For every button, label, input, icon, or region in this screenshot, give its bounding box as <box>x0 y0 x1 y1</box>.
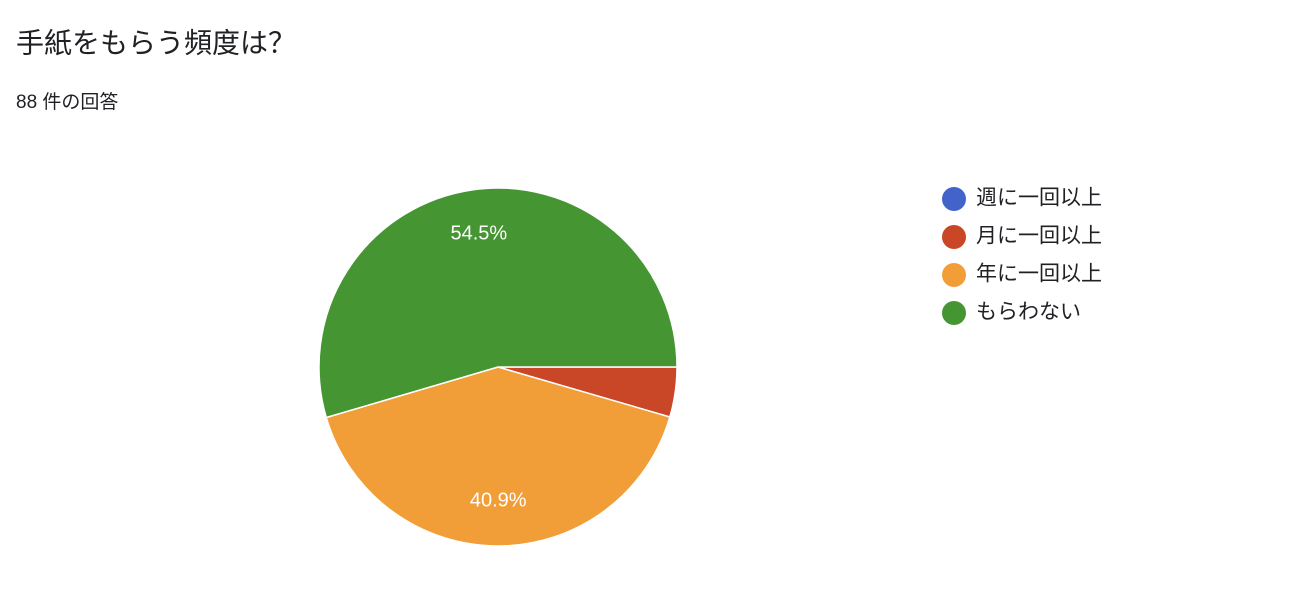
pie-slice <box>325 366 671 547</box>
legend-label: 月に一回以上 <box>976 225 1102 248</box>
legend-marker <box>942 225 966 249</box>
chart-title: 手紙をもらう頻度は？ <box>16 27 296 58</box>
chart-subtitle: 88 件の回答 <box>16 91 118 113</box>
legend-marker <box>942 301 966 325</box>
legend-label: もらわない <box>976 301 1081 324</box>
pie-slice <box>318 187 678 419</box>
legend-label: 週に一回以上 <box>976 187 1102 210</box>
legend-label: 年に一回以上 <box>976 263 1102 286</box>
legend-marker <box>942 187 966 211</box>
slice-label: 54.5% <box>450 222 507 244</box>
slice-label: 40.9% <box>470 490 527 512</box>
legend-marker <box>942 263 966 287</box>
